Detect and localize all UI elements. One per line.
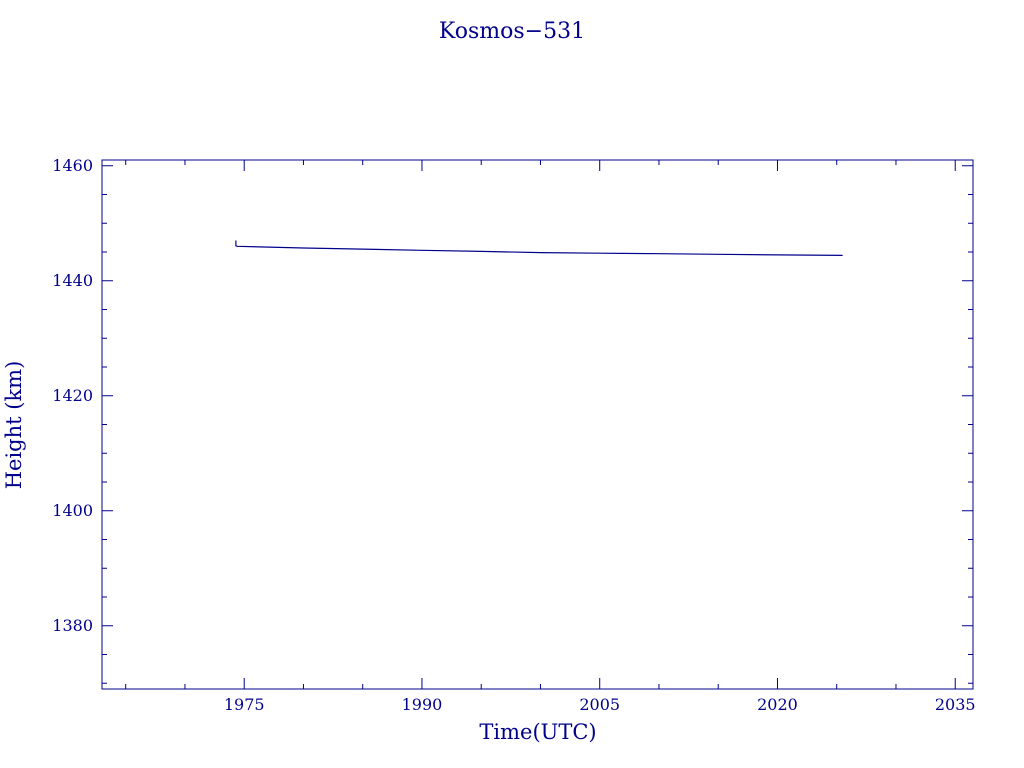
chart-title: Kosmos−531	[439, 19, 585, 44]
height-series-line	[235, 240, 843, 256]
x-tick-label: 1990	[402, 695, 443, 714]
plot-frame	[101, 159, 974, 690]
x-axis-label: Time(UTC)	[479, 720, 596, 744]
tick-labels: 1975 1990 2005 2020 2035 1380 1400 1420 1440 1460	[52, 156, 975, 714]
y-tick-label: 1380	[52, 616, 93, 635]
series-group	[235, 240, 843, 256]
x-tick-label: 2035	[935, 695, 976, 714]
x-tick-label: 2020	[757, 695, 798, 714]
axis-ticks	[102, 160, 973, 689]
x-tick-label: 2005	[579, 695, 620, 714]
y-axis-label: Height (km)	[2, 361, 26, 490]
x-tick-label: 1975	[224, 695, 265, 714]
y-tick-label: 1440	[52, 271, 93, 290]
y-tick-label: 1420	[52, 386, 93, 405]
y-tick-label: 1460	[52, 156, 93, 175]
y-tick-label: 1400	[52, 501, 93, 520]
